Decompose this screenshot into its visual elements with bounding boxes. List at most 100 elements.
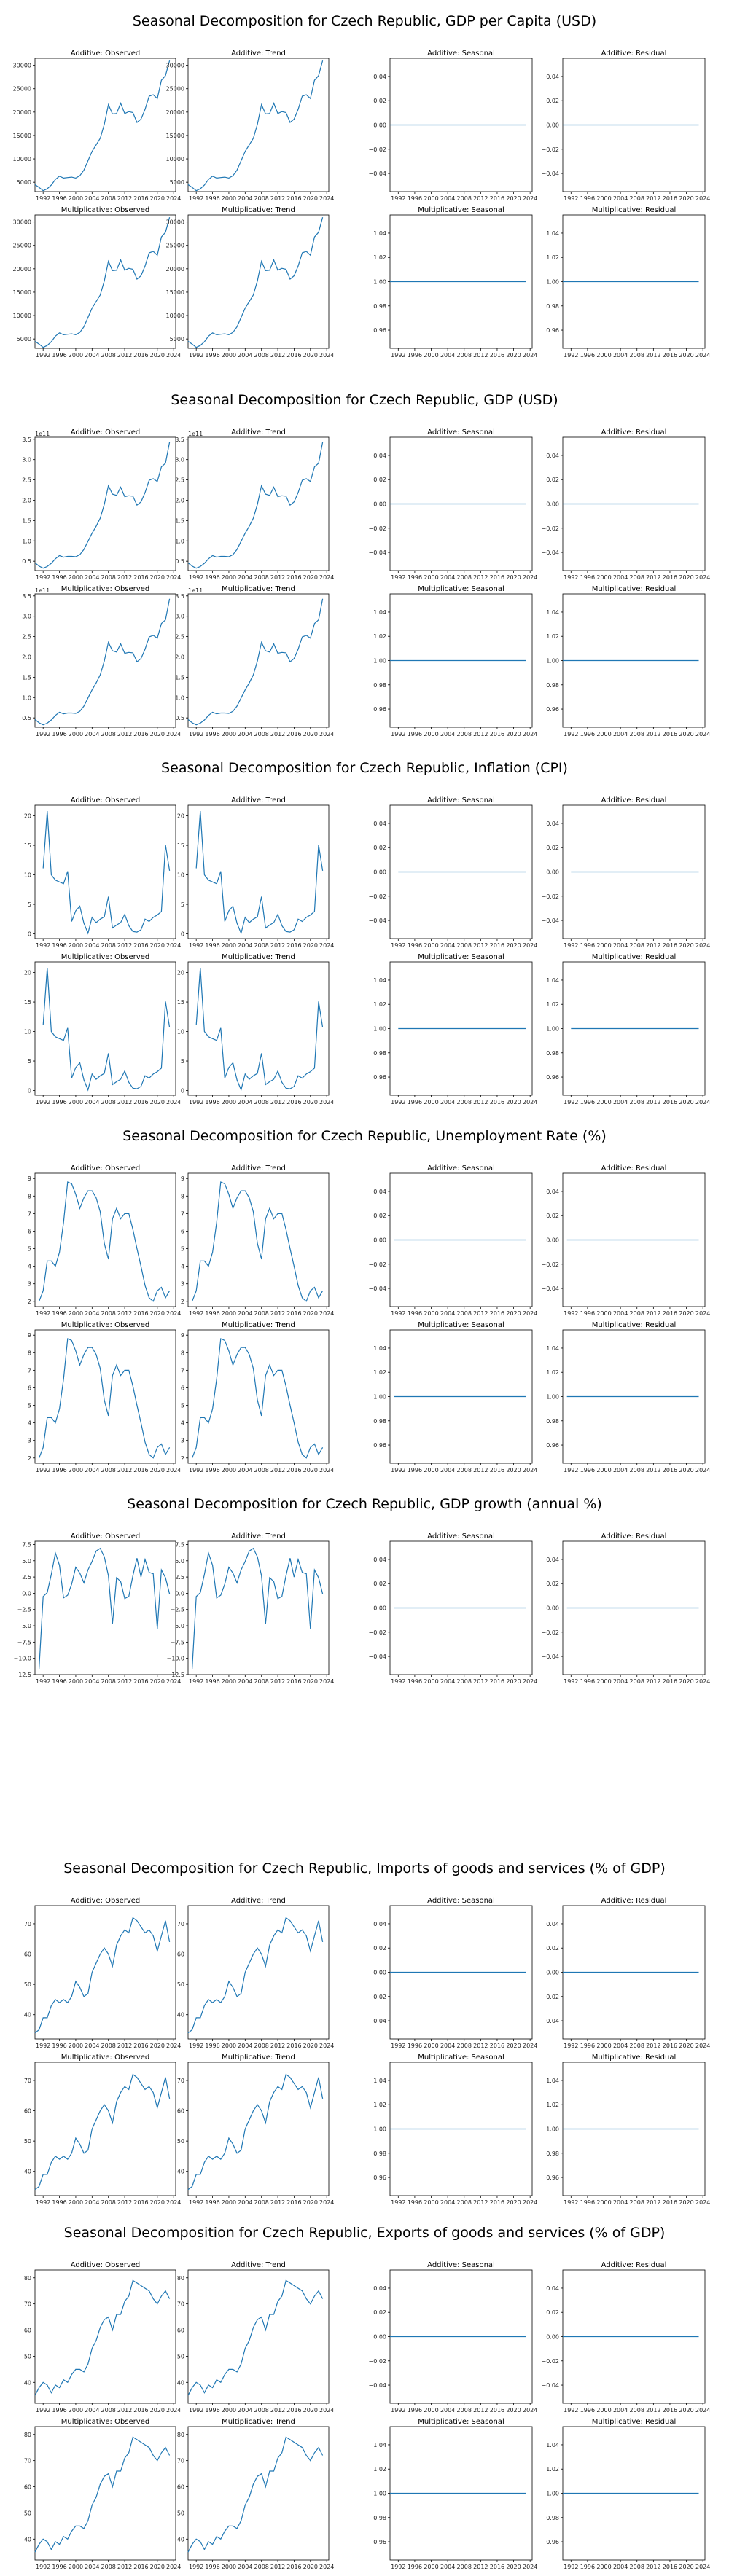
x-tick-label: 2000 [222,574,236,581]
y-tick-label: 7.5 [175,1541,184,1548]
subplot-title: Additive: Observed [71,1164,141,1172]
y-tick-label: 0.00 [373,2334,386,2341]
x-tick-label: 2016 [286,2564,301,2570]
y-tick-label: 30000 [166,63,184,69]
x-tick-label: 2004 [440,942,455,949]
x-tick-label: 1992 [564,195,578,202]
subplot-multiplicative-observed: Multiplicative: Observed 2 3 4 5 6 7 8 9 1992 1996… [28,1321,181,1473]
x-tick-label: 2016 [286,2199,301,2206]
x-tick-label: 1992 [36,1310,50,1317]
subplot-title: Additive: Observed [71,428,141,436]
y-tick-label: 0.98 [546,303,559,310]
series-line [195,811,324,935]
x-tick-label: 2020 [506,942,521,949]
x-tick-label: 2004 [85,1467,99,1473]
x-tick-label: 2016 [490,1678,504,1685]
x-tick-label: 2012 [473,2043,488,2049]
y-tick-label: 3.0 [175,457,184,463]
x-tick-label: 2008 [101,2564,116,2570]
x-tick-label: 2016 [663,2564,677,2570]
y-tick-label: 8 [181,1350,184,1356]
x-tick-label: 2024 [319,1467,334,1473]
x-tick-label: 2020 [150,195,165,202]
x-tick-label: 2016 [286,1467,301,1473]
series-line [187,2436,324,2553]
y-tick-label: 1.00 [373,2126,386,2133]
x-tick-label: 1996 [580,574,595,581]
y-tick-label: −0.04 [368,1285,386,1292]
x-tick-label: 2024 [523,2043,537,2049]
x-tick-label: 2004 [440,574,455,581]
x-tick-label: 2024 [695,731,710,737]
axes-frame [562,2426,706,2561]
y-tick-label: 25000 [166,243,184,249]
y-tick-label: 0.98 [546,2150,559,2157]
y-tick-label: 15000 [13,133,31,139]
y-tick-label: 2 [181,1455,184,1462]
x-tick-label: 1992 [391,352,405,359]
x-tick-label: 1996 [52,574,66,581]
y-tick-label: −0.04 [541,917,559,924]
x-tick-label: 2004 [440,352,455,359]
x-tick-label: 2012 [270,2043,285,2049]
decomposition-figure: Seasonal Decomposition for Czech Republi… [0,2212,729,2576]
x-tick-label: 1996 [52,942,66,949]
axes-frame [562,2062,706,2196]
y-tick-label: 0.02 [546,477,559,483]
x-tick-label: 2004 [238,352,252,359]
y-tick-label: 20000 [13,266,31,273]
y-tick-label: 70 [177,1921,184,1927]
x-tick-label: 2024 [523,1678,537,1685]
x-tick-label: 2016 [663,195,677,202]
y-tick-label: −0.02 [368,1629,386,1636]
axes-frame [389,1172,533,1307]
x-tick-label: 2000 [69,2564,83,2570]
x-tick-label: 2016 [663,1467,677,1473]
x-tick-label: 2012 [646,2199,660,2206]
x-tick-label: 1992 [391,2043,405,2049]
x-tick-label: 1992 [189,1678,203,1685]
y-tick-label: 1.5 [175,517,184,524]
x-tick-label: 2004 [85,2407,99,2413]
x-tick-label: 1992 [564,942,578,949]
y-tick-label: 15000 [166,133,184,139]
y-tick-label: 20000 [166,266,184,273]
x-tick-label: 2024 [166,731,181,737]
y-tick-label: 0.5 [175,715,184,721]
x-tick-label: 2004 [613,195,628,202]
x-tick-label: 2024 [166,1099,181,1105]
y-tick-label: 80 [177,2275,184,2282]
axes-frame [187,1905,330,2040]
y-tick-label: 0.96 [546,1442,559,1449]
x-tick-label: 2024 [695,2407,710,2413]
figure-title: Seasonal Decomposition for Czech Republi… [63,2225,666,2241]
y-tick-label: 20 [24,970,31,976]
x-tick-label: 1996 [52,1678,66,1685]
y-tick-label: 15 [24,842,31,849]
axes-frame [562,804,706,939]
x-tick-label: 2020 [679,1678,693,1685]
x-tick-label: 2020 [679,1467,693,1473]
x-tick-label: 2024 [319,2199,334,2206]
x-tick-label: 2020 [679,195,693,202]
y-tick-label: 0.96 [373,2539,386,2545]
axis-offset-label: 1e11 [188,587,203,594]
x-tick-label: 2020 [150,574,165,581]
y-tick-label: 3.0 [175,614,184,620]
x-tick-label: 2000 [69,2199,83,2206]
axes-frame [562,961,706,1096]
x-tick-label: 1996 [408,1099,422,1105]
y-tick-label: 0.02 [373,1581,386,1587]
y-tick-label: 1.04 [373,2078,386,2084]
series-line [39,1181,171,1302]
x-tick-label: 2008 [101,2407,116,2413]
y-tick-label: 1.0 [22,538,31,544]
x-tick-label: 2000 [222,1099,236,1105]
x-tick-label: 2016 [286,942,301,949]
x-tick-label: 2008 [457,2407,472,2413]
series-line [187,2073,324,2191]
x-tick-label: 2012 [473,574,488,581]
subplot-title: Multiplicative: Residual [592,2418,677,2426]
x-tick-label: 2020 [506,574,521,581]
x-tick-label: 2008 [630,2199,644,2206]
